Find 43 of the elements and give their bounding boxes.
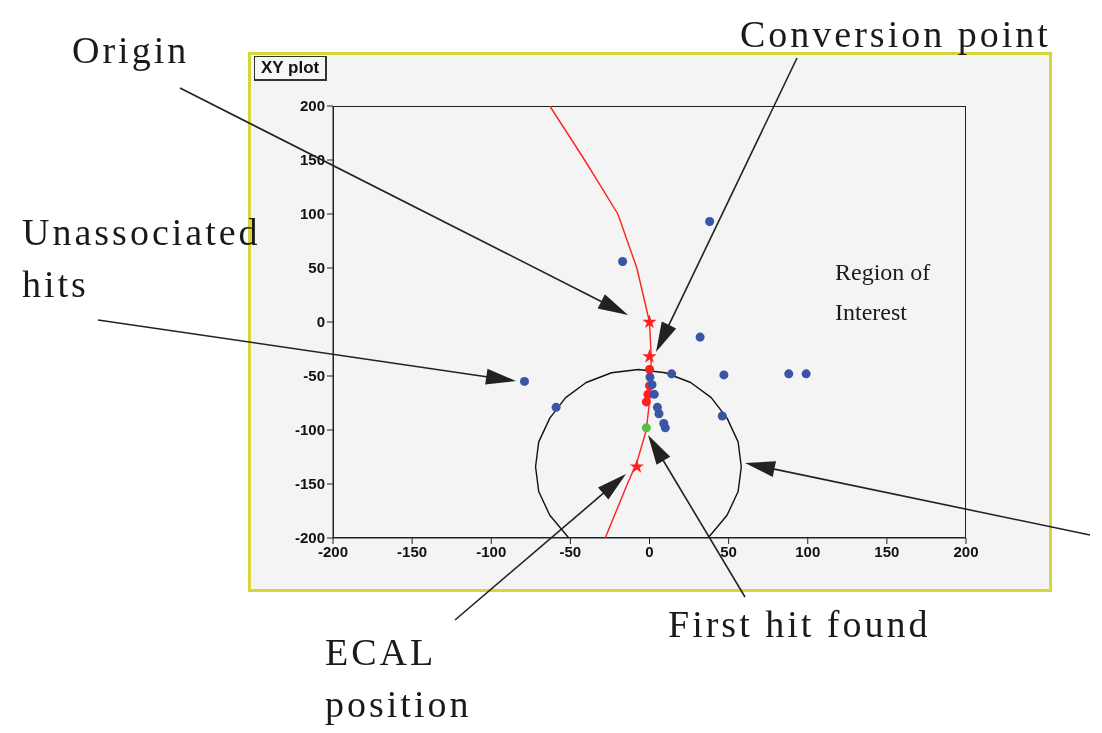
text: Origin [72,28,190,73]
point [667,369,677,379]
point [649,389,659,399]
point [719,370,729,380]
chart-title: XY plot [254,56,328,81]
point [654,409,664,419]
point [629,459,645,473]
x-tick-label: -150 [397,542,428,560]
x-tick-label: 100 [795,542,821,560]
y-tick-label: 0 [316,313,325,331]
point [641,423,651,433]
y-tick-label: 100 [299,205,325,223]
point [660,423,670,433]
y-tick-label: -200 [294,529,325,547]
y-tick-label: 50 [308,259,325,277]
point [644,365,655,375]
x-tick-label: 200 [953,542,979,560]
point [801,369,811,379]
point [784,369,794,379]
point [641,397,651,407]
x-tick-label: 150 [874,542,900,560]
x-tick-label: 0 [645,542,654,560]
point [642,314,657,329]
line-series [534,368,742,538]
point [695,332,705,342]
text: ECAL position [325,630,472,727]
point [519,376,529,386]
x-tick-label: -100 [476,542,507,560]
y-tick-label: -100 [294,421,325,439]
y-tick-label: 150 [299,151,325,169]
text: First hit found [668,602,931,647]
point [618,257,628,267]
x-tick-label: -50 [559,542,582,560]
text: Conversion point [740,12,1051,57]
point [717,411,727,421]
x-tick-label: 50 [720,542,737,560]
y-tick-label: -150 [294,475,325,493]
point [642,349,657,363]
y-tick-label: 200 [299,97,325,115]
point [551,402,561,412]
y-tick-label: -50 [303,367,325,385]
annotation: Region of Interest [835,258,931,327]
point [705,217,715,227]
